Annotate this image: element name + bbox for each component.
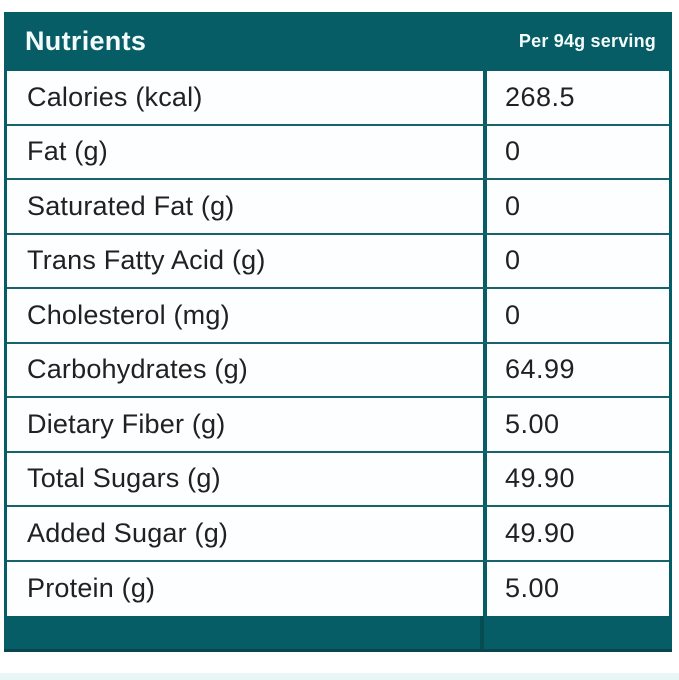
table-row: Calories (kcal) 268.5 [7, 71, 669, 126]
table-row: Dietary Fiber (g) 5.00 [7, 398, 669, 453]
nutrient-label: Trans Fatty Acid (g) [27, 245, 266, 276]
nutrient-value: 5.00 [483, 561, 669, 616]
table-row: Saturated Fat (g) 0 [7, 180, 669, 235]
table-title: Nutrients [25, 26, 147, 56]
serving-size-label: Per 94g serving [518, 31, 656, 51]
table-row: Protein (g) 5.00 [7, 561, 669, 616]
nutrient-label: Saturated Fat (g) [27, 190, 235, 221]
nutrient-label: Calories (kcal) [27, 81, 203, 112]
table-row: Trans Fatty Acid (g) 0 [7, 234, 669, 289]
nutrient-value: 0 [483, 125, 669, 178]
bottom-strip [0, 673, 679, 680]
nutrient-value: 64.99 [483, 343, 669, 396]
nutrient-label: Added Sugar (g) [27, 517, 229, 548]
nutrient-value: 0 [483, 180, 669, 233]
table-row: Total Sugars (g) 49.90 [7, 452, 669, 507]
table-row: Carbohydrates (g) 64.99 [7, 343, 669, 398]
nutrients-table: Nutrients Per 94g serving Calories (kcal… [4, 12, 672, 652]
nutrient-value: 0 [483, 234, 669, 287]
nutrient-value: 5.00 [483, 398, 669, 451]
nutrient-value: 49.90 [483, 452, 669, 505]
nutrient-label: Fat (g) [27, 136, 108, 167]
table-row: Cholesterol (mg) 0 [7, 289, 669, 344]
nutrient-label: Dietary Fiber (g) [27, 408, 226, 439]
column-divider [480, 616, 484, 649]
nutrient-label: Total Sugars (g) [27, 463, 221, 494]
table-body: Calories (kcal) 268.5 Fat (g) 0 Saturated Fa… [4, 71, 672, 616]
nutrient-value: 49.90 [483, 507, 669, 560]
nutrient-value: 268.5 [483, 71, 669, 124]
nutrient-label: Carbohydrates (g) [27, 354, 248, 385]
nutrient-value: 0 [483, 289, 669, 342]
table-header: Nutrients Per 94g serving [4, 12, 672, 71]
table-footer [4, 616, 672, 652]
nutrient-label: Protein (g) [27, 573, 156, 604]
nutrient-label: Cholesterol (mg) [27, 299, 230, 330]
table-row: Added Sugar (g) 49.90 [7, 507, 669, 562]
table-row: Fat (g) 0 [7, 125, 669, 180]
